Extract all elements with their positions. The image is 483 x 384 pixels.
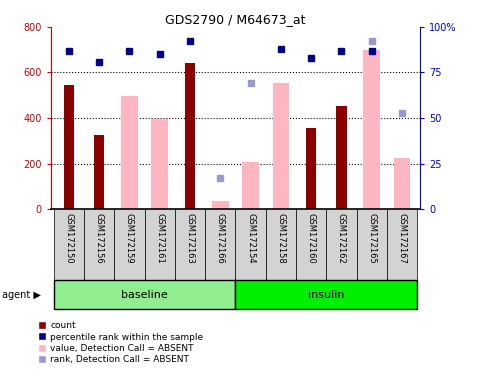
Bar (84, 209, 114, 280)
Text: GSM172158: GSM172158 (276, 213, 285, 263)
Text: agent ▶: agent ▶ (2, 290, 41, 300)
Bar (121, 96, 138, 209)
Bar (236, 209, 266, 280)
Bar (363, 50, 380, 209)
Bar (114, 209, 144, 280)
Text: GSM172161: GSM172161 (155, 213, 164, 263)
Bar (236, 280, 417, 309)
Text: GSM172167: GSM172167 (398, 213, 407, 264)
Bar (356, 209, 387, 280)
Text: GSM172160: GSM172160 (307, 213, 316, 263)
Bar (387, 209, 417, 280)
Text: GSM172159: GSM172159 (125, 213, 134, 263)
Text: baseline: baseline (121, 290, 168, 300)
Bar (54, 209, 84, 280)
Bar (212, 200, 228, 209)
Text: GSM172166: GSM172166 (216, 213, 225, 264)
Text: GSM172156: GSM172156 (95, 213, 104, 263)
Bar (144, 209, 175, 280)
Legend: count, percentile rank within the sample, value, Detection Call = ABSENT, rank, : count, percentile rank within the sample… (38, 321, 203, 364)
Bar (306, 127, 316, 209)
Text: insulin: insulin (308, 290, 344, 300)
Text: GSM172154: GSM172154 (246, 213, 255, 263)
Bar (205, 209, 236, 280)
Bar (151, 119, 168, 209)
Text: GSM172150: GSM172150 (64, 213, 73, 263)
Bar (54, 280, 236, 309)
Bar (242, 162, 259, 209)
Bar (94, 135, 104, 209)
Bar (266, 209, 296, 280)
Text: GSM172165: GSM172165 (367, 213, 376, 263)
Bar (64, 85, 74, 209)
Text: GSM172163: GSM172163 (185, 213, 195, 264)
Bar (296, 209, 327, 280)
Text: GSM172162: GSM172162 (337, 213, 346, 263)
Bar (336, 106, 347, 209)
Bar (272, 83, 289, 209)
Bar (327, 209, 356, 280)
Bar (185, 63, 195, 209)
Bar (175, 209, 205, 280)
Title: GDS2790 / M64673_at: GDS2790 / M64673_at (165, 13, 306, 26)
Bar (394, 157, 411, 209)
